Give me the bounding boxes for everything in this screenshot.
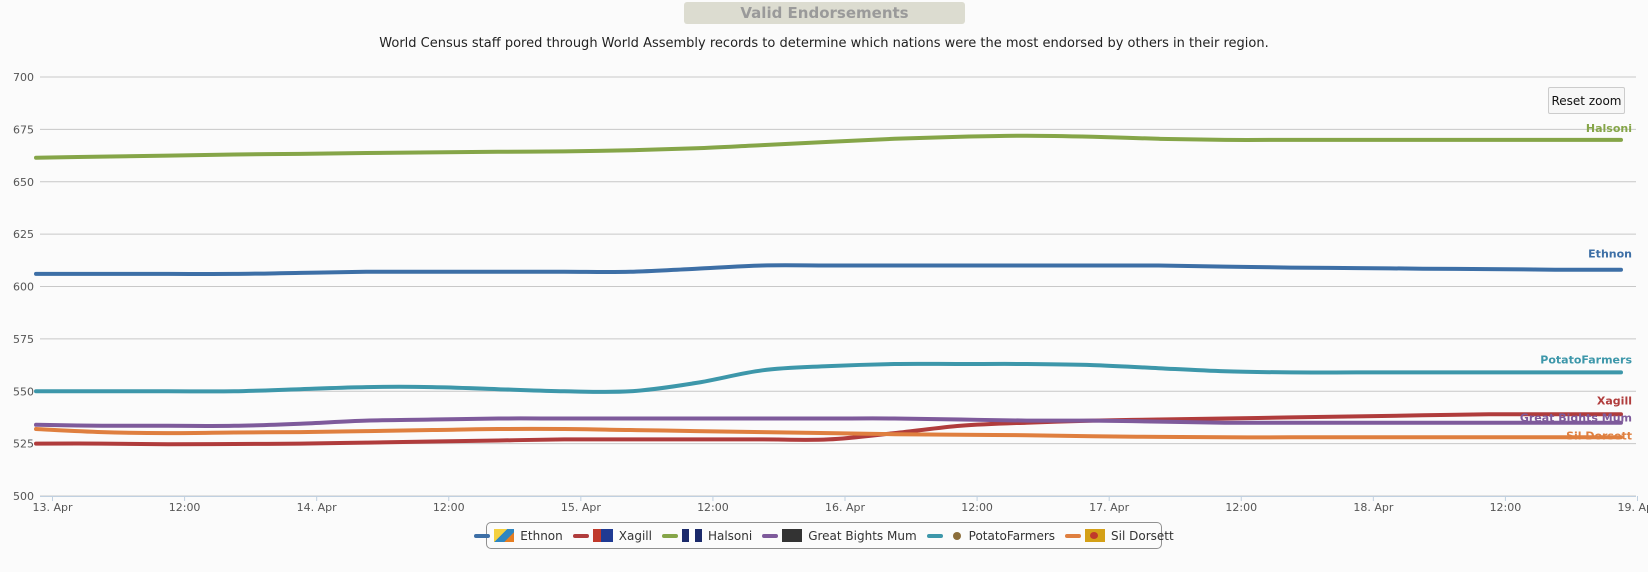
x-axis-ticks: 12:00 13. Apr 12:00 14. Apr 12:00 15. Apr 12:0…	[32, 496, 1648, 514]
y-tick-label: 550	[13, 385, 34, 398]
x-tick-label: 13. Apr	[32, 501, 72, 514]
legend-label-halsoni: Halsoni	[707, 528, 753, 543]
x-tick-label: 18. Apr	[1353, 501, 1393, 514]
halsoni-flag-icon	[681, 529, 702, 542]
reset-zoom-button[interactable]: Reset zoom	[1548, 87, 1625, 114]
potatofarmers-flag-icon	[952, 531, 961, 540]
end-label-ethnon: Ethnon	[1588, 248, 1632, 261]
series-line-great-bights-mum[interactable]	[34, 416, 1623, 428]
legend-swatch-ethnon	[474, 533, 491, 538]
legend-label-xagill: Xagill	[618, 528, 652, 543]
y-tick-label: 575	[13, 333, 34, 346]
end-label-great-bights-mum: Great Bights Mum	[1520, 412, 1632, 425]
x-tick-label: 12:00	[961, 501, 993, 514]
legend-item-xagill[interactable]: Xagill	[572, 528, 652, 543]
series-line-ethnon[interactable]	[34, 263, 1623, 276]
y-tick-label: 675	[13, 123, 34, 136]
x-tick-label: 15. Apr	[561, 501, 601, 514]
ethnon-flag-icon	[494, 529, 515, 542]
legend-item-ethnon[interactable]: Ethnon	[474, 528, 563, 543]
legend-item-great-bights-mum[interactable]: Great Bights Mum	[762, 528, 917, 543]
legend-item-potatofarmers[interactable]: PotatoFarmers	[926, 528, 1056, 543]
x-tick-label: 17. Apr	[1089, 501, 1129, 514]
series-end-labels: Halsoni Ethnon PotatoFarmers Xagill Great Bi…	[1520, 122, 1633, 442]
chart-subtitle: World Census staff pored through World A…	[379, 36, 1269, 51]
end-label-xagill: Xagill	[1597, 394, 1632, 407]
chart-title: Valid Endorsements	[684, 2, 965, 24]
y-axis-ticks: 500 525 550 575 600 625 650 675 700	[13, 71, 34, 503]
legend: Ethnon Xagill Halsoni Great Bights Mum P…	[474, 522, 1174, 549]
series-line-halsoni[interactable]	[34, 133, 1623, 160]
grid	[40, 76, 1636, 497]
y-tick-label: 625	[13, 228, 34, 241]
y-tick-label: 525	[13, 438, 34, 451]
x-tick-label: 12:00	[1490, 501, 1522, 514]
xagill-flag-icon	[592, 529, 613, 542]
series-line-xagill[interactable]	[34, 412, 1623, 447]
x-tick-label: 14. Apr	[297, 501, 337, 514]
x-tick-label: 12:00	[697, 501, 729, 514]
legend-item-sil-dorsett[interactable]: Sil Dorsett	[1065, 529, 1174, 543]
x-tick-label: 16. Apr	[825, 501, 865, 514]
series-line-potatofarmers[interactable]	[34, 361, 1623, 394]
y-tick-label: 600	[13, 281, 34, 294]
legend-label-great-bights-mum: Great Bights Mum	[808, 528, 917, 543]
legend-label-potatofarmers: PotatoFarmers	[968, 528, 1056, 543]
x-tick-label: 19. Apr	[1617, 501, 1648, 514]
end-label-potatofarmers: PotatoFarmers	[1540, 353, 1632, 366]
x-tick-label: 12:00	[1225, 501, 1257, 514]
legend-swatch-sil-dorsett	[1065, 533, 1082, 538]
legend-swatch-potatofarmers	[926, 533, 943, 538]
legend-item-halsoni[interactable]: Halsoni	[661, 528, 753, 543]
great-bights-mum-flag-icon	[782, 529, 803, 542]
x-tick-label: 12:00	[169, 501, 201, 514]
y-tick-label: 650	[13, 176, 34, 189]
end-label-halsoni: Halsoni	[1586, 122, 1632, 135]
sil-dorsett-flag-icon	[1085, 529, 1106, 542]
series-line-sil-dorsett[interactable]	[34, 426, 1623, 440]
legend-swatch-halsoni	[661, 533, 678, 538]
x-tick-label: 12:00	[433, 501, 465, 514]
y-tick-label: 500	[13, 490, 34, 503]
end-label-sil-dorsett: Sil Dorsett	[1566, 429, 1632, 442]
legend-label-ethnon: Ethnon	[520, 528, 563, 543]
legend-swatch-xagill	[572, 533, 589, 538]
series-lines[interactable]	[34, 133, 1623, 447]
y-tick-label: 700	[13, 71, 34, 84]
legend-label-sil-dorsett: Sil Dorsett	[1111, 528, 1174, 543]
legend-swatch-great-bights-mum	[762, 533, 779, 538]
